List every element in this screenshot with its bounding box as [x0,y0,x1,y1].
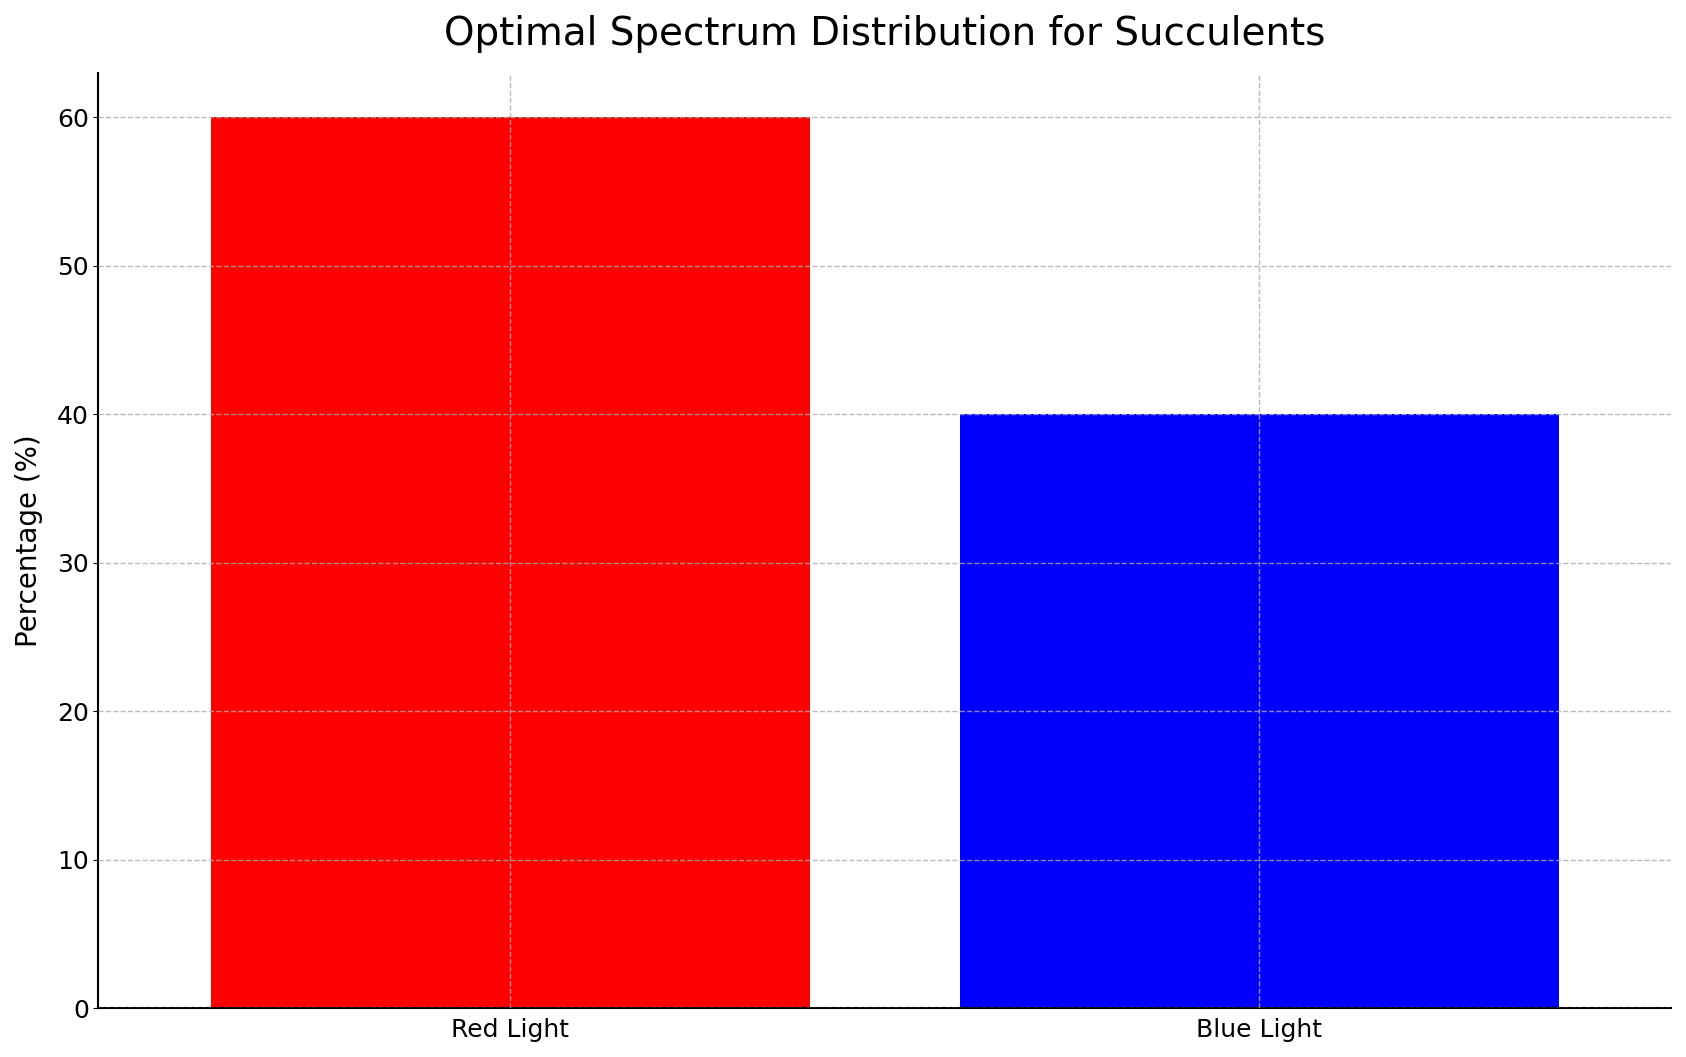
Bar [211,117,809,1008]
Bar [959,414,1558,1008]
Y-axis label: Percentage (%): Percentage (%) [15,434,44,647]
Title: Optimal Spectrum Distribution for Succulents: Optimal Spectrum Distribution for Succul… [443,15,1325,53]
